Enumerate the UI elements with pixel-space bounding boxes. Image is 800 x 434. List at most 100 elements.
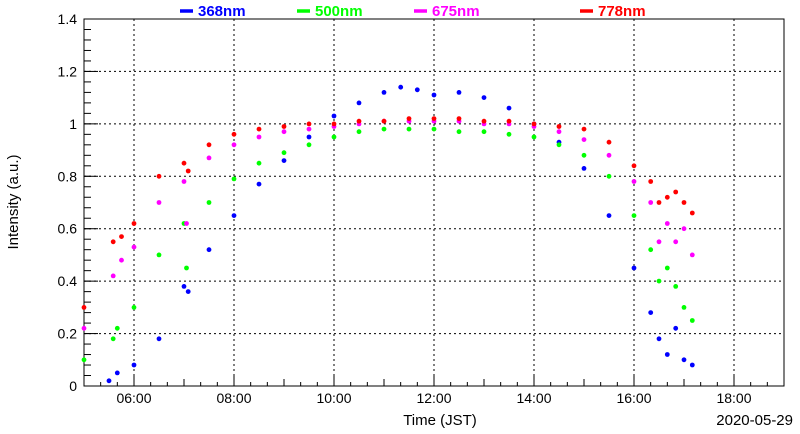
y-tick-label: 1.2	[58, 63, 78, 79]
data-point	[556, 142, 562, 148]
data-point	[306, 126, 312, 132]
data-points	[81, 84, 695, 384]
legend-label: 368nm	[198, 3, 246, 20]
data-point	[689, 318, 695, 323]
data-point	[456, 116, 462, 121]
axis-ticks: 06:00 08:00 10:00 12:00 14:00 16:00 18:00 0 0.2 0…	[58, 11, 785, 406]
data-point	[281, 150, 287, 156]
data-point	[556, 124, 562, 129]
data-point	[381, 90, 387, 95]
y-tick-label: 0.8	[58, 168, 78, 184]
data-point	[581, 152, 587, 158]
data-point	[648, 247, 654, 253]
data-point	[631, 163, 637, 169]
data-point	[673, 284, 679, 289]
data-point	[181, 284, 187, 289]
data-point	[606, 139, 612, 145]
x-tick-label: 16:00	[616, 390, 651, 406]
data-point	[81, 357, 87, 363]
data-point	[681, 200, 687, 205]
data-point	[331, 134, 337, 140]
y-tick-label: 0.2	[58, 326, 78, 342]
data-point	[119, 234, 124, 240]
data-point	[431, 92, 437, 98]
data-point	[681, 357, 687, 363]
data-point	[606, 152, 612, 158]
data-point	[664, 194, 670, 200]
data-point	[456, 90, 462, 95]
data-point	[256, 160, 262, 166]
data-point	[581, 137, 587, 143]
x-tick-label: 08:00	[216, 390, 251, 406]
data-point	[656, 336, 662, 342]
data-point	[181, 179, 187, 184]
data-point	[481, 118, 487, 124]
data-point	[581, 166, 587, 171]
series-500nm	[81, 126, 695, 363]
data-point	[206, 200, 212, 205]
data-point	[606, 213, 612, 219]
data-point	[131, 305, 137, 310]
data-point	[689, 210, 695, 216]
data-point	[281, 124, 287, 129]
data-point	[81, 325, 87, 331]
data-point	[256, 181, 262, 187]
x-tick-label: 14:00	[516, 390, 551, 406]
series-368nm	[106, 84, 695, 384]
data-point	[114, 325, 120, 331]
data-point	[531, 134, 537, 140]
x-tick-label: 12:00	[416, 390, 451, 406]
data-point	[648, 310, 654, 315]
y-tick-label: 0	[69, 378, 77, 394]
data-point	[184, 265, 189, 271]
data-point	[356, 118, 362, 124]
legend: 368nm 500nm 675nm 778nm	[180, 3, 646, 20]
y-tick-label: 0.4	[58, 273, 78, 289]
data-point	[156, 336, 162, 342]
data-point	[110, 336, 116, 342]
data-point	[506, 105, 512, 111]
y-tick-label: 0.6	[58, 221, 78, 237]
data-point	[681, 305, 687, 310]
data-point	[431, 116, 437, 121]
data-point	[356, 100, 362, 106]
data-point	[381, 118, 387, 124]
data-point	[631, 265, 637, 271]
data-point	[156, 200, 162, 205]
data-point	[185, 289, 191, 294]
data-point	[648, 179, 654, 184]
data-point	[664, 352, 670, 357]
data-point	[406, 126, 412, 132]
data-point	[481, 129, 487, 135]
date-label: 2020-05-29	[716, 412, 793, 429]
data-point	[185, 168, 191, 174]
data-point	[556, 129, 562, 135]
data-point	[689, 362, 695, 368]
x-tick-label: 18:00	[716, 390, 751, 406]
legend-label: 675nm	[432, 3, 480, 20]
data-point	[206, 247, 212, 253]
data-point	[231, 131, 237, 137]
data-point	[689, 252, 695, 258]
data-point	[356, 129, 362, 135]
x-tick-label: 10:00	[316, 390, 351, 406]
data-point	[656, 200, 662, 205]
data-point	[231, 213, 237, 219]
data-point	[184, 221, 189, 226]
data-point	[306, 142, 312, 148]
data-point	[331, 113, 337, 119]
data-point	[181, 160, 187, 166]
data-point	[156, 173, 162, 179]
y-axis-title: Intensity (a.u.)	[5, 154, 22, 249]
series-778nm	[81, 116, 695, 310]
data-point	[531, 121, 537, 127]
data-point	[631, 213, 637, 219]
data-point	[281, 158, 287, 164]
data-point	[664, 221, 670, 226]
data-point	[256, 134, 262, 140]
data-point	[631, 179, 637, 184]
data-point	[506, 131, 512, 137]
data-point	[331, 121, 337, 127]
data-point	[606, 173, 612, 179]
